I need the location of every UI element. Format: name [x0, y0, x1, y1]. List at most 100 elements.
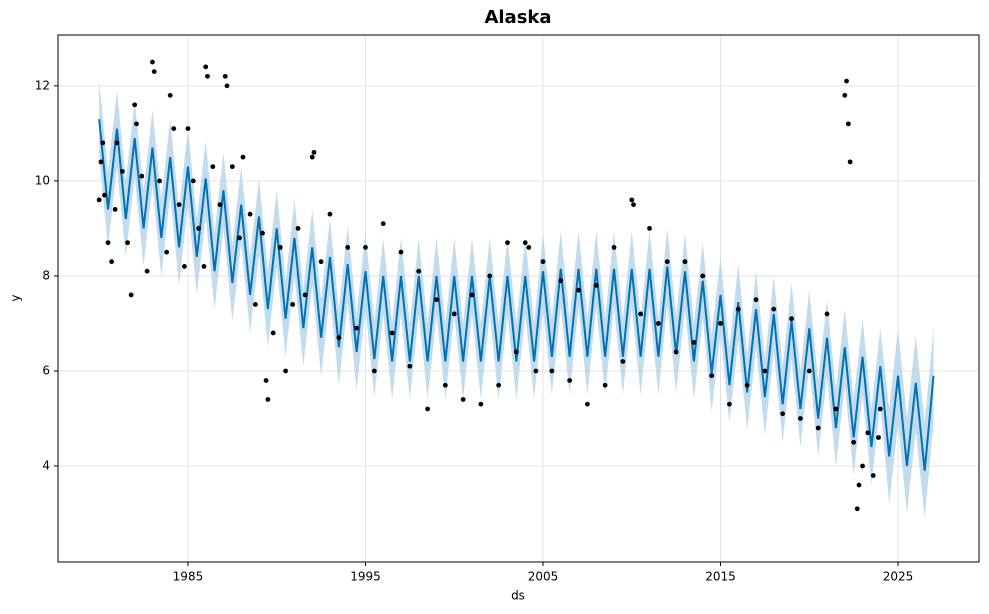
observed-point — [102, 192, 107, 198]
y-tick-label: 8 — [42, 268, 50, 282]
observed-point — [620, 359, 626, 364]
observed-point — [237, 235, 242, 241]
observed-point — [181, 264, 187, 269]
observed-point — [416, 268, 422, 274]
observed-point — [469, 292, 475, 298]
observed-point — [260, 230, 265, 236]
observed-point — [522, 240, 528, 246]
observed-point — [513, 349, 519, 355]
observed-point — [718, 321, 723, 326]
observed-point — [735, 306, 741, 312]
observed-point — [673, 349, 679, 355]
y-tick-label: 10 — [35, 173, 50, 187]
observed-point — [309, 154, 315, 160]
observed-point — [164, 249, 170, 255]
observed-point — [584, 401, 590, 407]
observed-point — [558, 278, 564, 284]
observed-point — [371, 368, 377, 374]
observed-point — [533, 368, 539, 374]
observed-point — [224, 83, 230, 89]
observed-point — [114, 140, 120, 146]
uncertainty-band — [99, 81, 934, 519]
observed-point — [150, 59, 155, 65]
x-axis-label: ds — [511, 589, 525, 603]
observed-point — [109, 259, 115, 265]
observed-point — [567, 378, 573, 383]
observed-point — [460, 397, 466, 402]
observed-point — [505, 240, 510, 246]
observed-point — [336, 335, 342, 341]
observed-point — [876, 435, 881, 440]
observed-point — [870, 473, 876, 478]
observed-point — [647, 226, 652, 231]
observed-point — [229, 164, 235, 170]
observed-point — [844, 78, 849, 84]
observed-point — [98, 159, 104, 165]
x-tick-label: 2025 — [883, 570, 914, 584]
observed-point — [203, 64, 209, 70]
observed-point — [434, 297, 439, 303]
observed-point — [806, 368, 812, 374]
observed-point — [851, 439, 857, 445]
observed-point — [295, 226, 301, 231]
observed-point — [451, 311, 457, 317]
observed-point — [354, 325, 359, 331]
observed-point — [253, 302, 258, 307]
observed-point — [496, 382, 502, 388]
observed-point — [134, 121, 139, 127]
observed-point — [171, 126, 177, 132]
y-axis-label: y — [9, 294, 23, 301]
observed-point — [845, 121, 851, 127]
observed-point — [132, 102, 138, 108]
observed-point — [638, 311, 644, 317]
observed-point — [691, 340, 697, 345]
observed-point — [847, 159, 853, 165]
observed-point — [128, 292, 134, 298]
observed-point — [176, 202, 182, 208]
observed-point — [210, 164, 216, 170]
observed-point — [682, 259, 688, 265]
forecast-line — [98, 119, 935, 471]
observed-point — [112, 206, 118, 212]
observed-point — [205, 73, 210, 79]
observed-point — [753, 297, 759, 303]
observed-point — [389, 330, 395, 336]
x-tick-label: 1985 — [173, 570, 204, 584]
observed-point — [602, 382, 608, 388]
observed-point — [655, 321, 661, 326]
observed-point — [240, 154, 246, 160]
observed-point — [487, 273, 493, 279]
observed-point — [263, 378, 269, 383]
observed-point — [549, 368, 555, 374]
observed-point — [167, 92, 173, 98]
observed-point — [780, 411, 786, 417]
observed-point — [302, 292, 308, 298]
observed-point — [380, 221, 386, 227]
observed-point — [190, 178, 196, 184]
observed-point — [196, 226, 201, 231]
observed-point — [877, 406, 883, 412]
observed-point — [815, 425, 821, 431]
observed-point — [842, 92, 848, 98]
observed-point — [277, 245, 283, 250]
observed-point — [629, 197, 635, 203]
observed-point — [100, 140, 106, 146]
observed-point — [593, 283, 599, 288]
observed-point — [865, 430, 871, 436]
observed-point — [247, 211, 253, 217]
observed-point — [856, 482, 862, 488]
y-tick-label: 4 — [42, 459, 50, 473]
chart-title: Alaska — [484, 7, 551, 28]
observed-point — [631, 202, 636, 208]
observed-point — [824, 311, 830, 317]
observed-point — [611, 245, 617, 250]
observed-point — [762, 368, 768, 374]
observed-point — [270, 330, 276, 336]
observed-point — [744, 382, 750, 388]
observed-point — [139, 173, 145, 179]
y-tick-label: 12 — [35, 78, 50, 92]
observed-point — [425, 406, 431, 412]
observed-point — [96, 197, 102, 203]
